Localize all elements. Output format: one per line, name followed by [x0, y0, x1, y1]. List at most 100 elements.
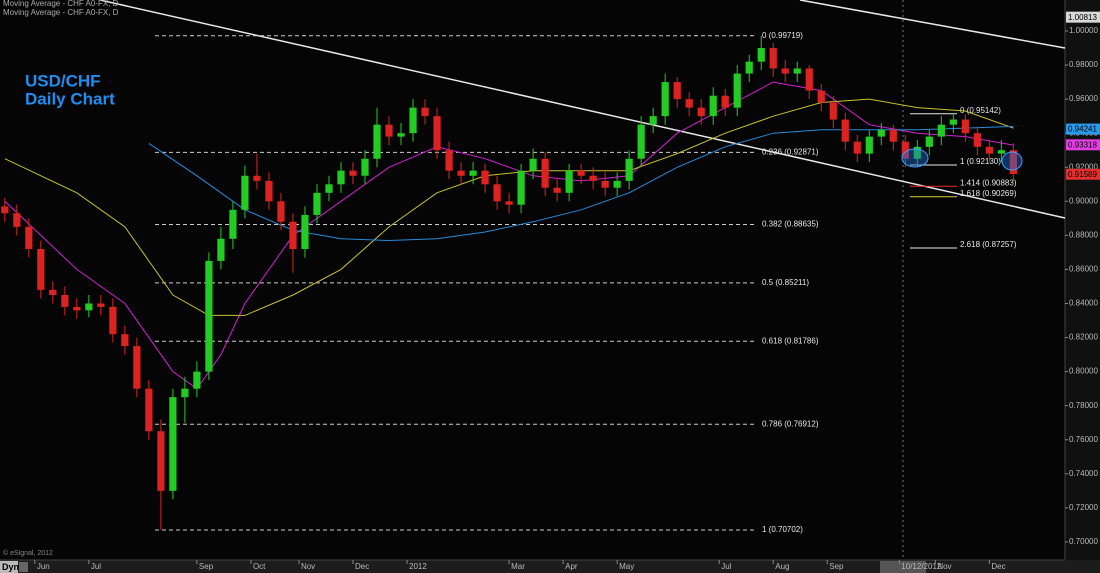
candle-body [1009, 150, 1017, 175]
x-tick-label: 10/12/2012 [901, 562, 942, 571]
chart-title: USD/CHF [25, 71, 101, 90]
fib-label: 0.382 (0.88635) [762, 220, 819, 229]
x-tick-label: Mar [511, 562, 525, 571]
candle-body [661, 82, 669, 117]
candle-body [949, 119, 957, 125]
candle-body [157, 431, 165, 491]
candle-body [409, 107, 417, 134]
fib-label: 0.5 (0.85211) [762, 278, 809, 287]
candle-body [301, 214, 309, 250]
candle-body [73, 306, 81, 311]
x-tick-label: Nov [301, 562, 315, 571]
candle-body [973, 133, 981, 147]
candle-body [685, 99, 693, 108]
candle-body [817, 90, 825, 103]
candle-body [241, 175, 249, 210]
candle-body [721, 95, 729, 108]
time-axis-panel [0, 560, 1100, 573]
candle-body [469, 170, 477, 176]
y-tick-label: 0.88000 [1069, 230, 1098, 239]
trend-line [99, 0, 1066, 219]
candle-body [577, 170, 585, 176]
x-tick-label: 2012 [409, 562, 427, 571]
candle-body [445, 150, 453, 171]
candle-body [517, 170, 525, 205]
candle-body [121, 334, 129, 347]
candle-body [481, 170, 489, 185]
candle-body [493, 184, 501, 202]
candle-body [61, 294, 69, 307]
date-highlight [880, 561, 926, 573]
scroll-button[interactable] [19, 562, 28, 572]
candle-body [589, 175, 597, 181]
x-tick-label: Sep [829, 562, 844, 571]
candle-body [625, 158, 633, 181]
y-tick-label: 1.00000 [1069, 26, 1098, 35]
candle-body [49, 289, 57, 295]
candle-body [913, 146, 921, 159]
y-tick-label: 0.74000 [1069, 469, 1098, 478]
candle-body [277, 201, 285, 222]
candle-body [901, 141, 909, 159]
plot-area: 0 (0.99719) 0.236 (0.92871) 0.382 (0.88635… [1, 31, 1017, 534]
candle-body [697, 107, 705, 117]
price-marker [1066, 123, 1100, 135]
moving-average [4, 81, 1014, 390]
y-tick-label: 0.92000 [1069, 162, 1098, 171]
candle-body [181, 388, 189, 398]
candle-body [553, 187, 561, 193]
dyn-box[interactable] [0, 561, 18, 573]
fib-label: 0 (0.99719) [762, 31, 803, 40]
candle-body [133, 346, 141, 389]
candle-body [1, 206, 9, 214]
candle-body [541, 158, 549, 188]
y-tick-label: 0.82000 [1069, 333, 1098, 342]
candle-body [229, 209, 237, 239]
candle-body [289, 221, 297, 250]
y-tick-label: 0.76000 [1069, 435, 1098, 444]
candle-body [649, 116, 657, 125]
candle-body [193, 371, 201, 389]
price-marker-label: 0.93318 [1068, 140, 1097, 149]
candle-body [733, 73, 741, 108]
y-tick-label: 0.98000 [1069, 60, 1098, 69]
candle-body [889, 129, 897, 142]
candle-body [325, 184, 333, 193]
x-tick-label: Jun [37, 562, 50, 571]
candle-body [337, 170, 345, 185]
candle-body [805, 68, 813, 91]
trend-line [799, 0, 1066, 49]
y-tick-label: 0.70000 [1069, 537, 1098, 546]
candle-body [421, 107, 429, 117]
dyn-label[interactable]: Dyn [2, 562, 19, 572]
candle-body [937, 124, 945, 137]
fib-extension-label: 0 (0.95142) [960, 106, 1001, 115]
fib-extension-label: 1.414 (0.90883) [960, 178, 1017, 187]
candle-body [361, 158, 369, 176]
x-tick-label: Oct [253, 562, 266, 571]
candle-body [637, 124, 645, 159]
candle-body [601, 180, 609, 188]
x-tick-label: Jul [91, 562, 101, 571]
y-tick-label: 0.84000 [1069, 299, 1098, 308]
candle-body [673, 82, 681, 100]
price-axis-panel [1065, 0, 1100, 573]
price-marker-label: 0.91589 [1068, 170, 1097, 179]
candle-body [313, 192, 321, 215]
candle-body [757, 48, 765, 62]
candle-body [565, 170, 573, 193]
y-tick-label: 0.86000 [1069, 265, 1098, 274]
fib-label: 0.618 (0.81786) [762, 336, 819, 345]
candle-body [457, 170, 465, 176]
candle-body [769, 48, 777, 69]
candle-body [433, 116, 441, 151]
candle-body [97, 303, 105, 307]
copyright: © eSignal, 2012 [3, 549, 53, 557]
fib-label: 1 (0.70702) [762, 525, 803, 534]
candle-body [997, 150, 1005, 154]
candle-body [853, 141, 861, 154]
x-tick-label: Nov [937, 562, 951, 571]
candle-body [877, 129, 885, 137]
candle-body [349, 170, 357, 176]
